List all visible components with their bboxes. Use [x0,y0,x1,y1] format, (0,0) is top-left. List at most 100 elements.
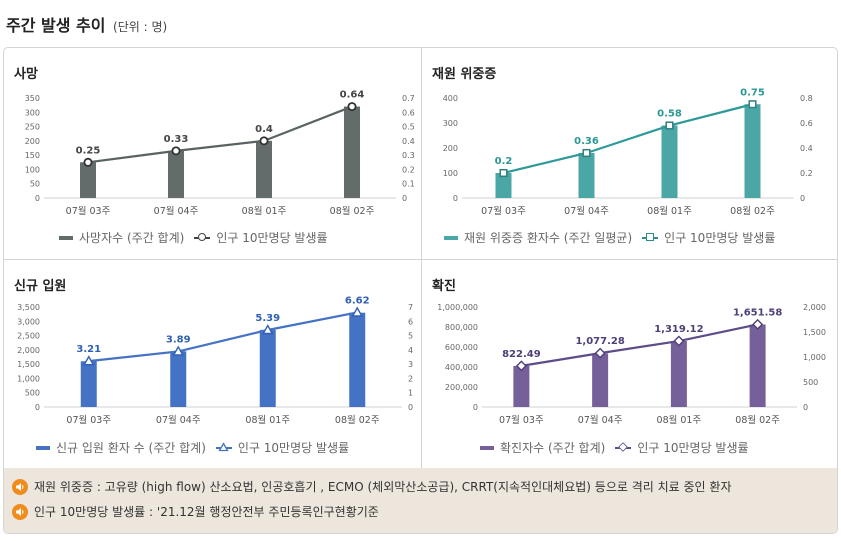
y-left-tick-label: 200 [443,144,458,153]
y-right-tick-label: 0.6 [800,119,813,128]
legend-bar-label: 사망자수 (주간 합계) [79,231,185,245]
data-label: 0.25 [76,145,101,156]
bar [670,341,687,407]
vertical-divider [421,48,422,468]
confirmed-chart-title: 확진 [432,279,456,294]
y-left-tick-label: 0 [473,403,478,412]
data-label: 0.2 [495,156,513,167]
bar [80,162,96,198]
data-label: 1,319.12 [654,324,703,335]
notes-box: 재원 위중증 : 고유량 (high flow) 산소요법, 인공호흡기 , E… [4,468,837,533]
y-left-tick-label: 1,500 [17,360,40,369]
rate-marker [171,146,181,156]
rate-marker [499,168,508,178]
bar [744,104,761,198]
legend-bar-label: 신규 입원 환자 수 (주간 합계) [56,441,206,455]
legend-bar-swatch [444,235,458,240]
y-left-tick-label: 600,000 [445,343,478,352]
death-chart-panel: 사망 0 50 100 150 200 250 300 350 0 0.1 0.2 0.3 0.4 0.5… [4,48,421,259]
rate-marker [83,355,95,366]
confirmed-chart-legend: 확진자수 (주간 합계) 인구 10만명당 발생률 [480,439,749,456]
note-rate-basis: 인구 10만명당 발생률 : '21.12월 행정안전부 주민등록인구현황기준 [12,503,379,520]
data-label: 0.36 [574,136,599,147]
bar [749,324,766,407]
unit-label: (단위 : 명) [113,20,168,34]
y-left-tick-label: 200 [25,137,40,146]
y-right-tick-label: 4 [408,346,413,355]
confirmed-chart: 0 200,000 400,000 600,000 800,000 1,000,000 0 5… [437,303,826,426]
y-left-tick-label: 1,000 [17,374,40,383]
legend-bar-swatch [480,445,494,450]
x-tick-label: 07월 04주 [578,414,623,426]
x-tick-label: 07월 03주 [66,414,111,426]
rate-line [87,105,353,164]
bar [170,351,187,407]
bar [259,329,276,407]
legend-bar-label: 확진자수 (주간 합계) [500,441,606,455]
x-tick-label: 08월 02주 [735,414,780,426]
legend-bar-swatch [36,445,50,450]
y-left-tick-label: 350 [25,94,40,103]
bar [168,150,184,198]
severe-chart: 0 100 200 300 400 0 0.2 0.4 0.6 0.8 07월 03주 07월 04주… [443,87,813,217]
y-left-tick-label: 300 [443,119,458,128]
y-right-tick-label: 0 [800,194,805,203]
y-right-tick-label: 0.4 [402,137,415,146]
y-right-tick-label: 0.7 [402,94,415,103]
legend-bar-swatch [59,235,73,240]
rate-marker [347,102,357,112]
y-right-tick-label: 0.8 [800,94,813,103]
data-label: 0.64 [340,90,365,101]
y-left-tick-label: 3,500 [17,303,40,312]
charts-container: 사망 0 50 100 150 200 250 300 350 0 0.1 0.2 0.3 0.4 0.5… [3,47,838,534]
note-text: 재원 위중증 : 고유량 (high flow) 산소요법, 인공호흡기 , E… [34,480,732,494]
y-left-tick-label: 0 [35,194,40,203]
x-tick-label: 07월 04주 [564,205,609,217]
bar [344,106,360,198]
y-left-tick-label: 300 [25,108,40,117]
bar [661,125,678,198]
rate-marker [673,335,685,347]
y-left-tick-label: 50 [30,180,40,189]
data-label: 1,651.58 [733,307,782,318]
severe-chart-panel: 재원 위중증 0 100 200 300 400 0 0.2 0.4 0.6 0.8 07월 03주… [422,48,837,259]
y-right-tick-label: 3 [408,360,413,369]
rate-line [503,103,753,175]
legend-line-swatch [642,232,659,243]
y-right-tick-label: 2,000 [803,303,826,312]
speaker-icon [12,503,28,520]
x-tick-label: 08월 01주 [657,414,702,426]
legend-line-label: 인구 10만명당 발생률 [637,441,749,455]
x-tick-label: 07월 04주 [156,414,201,426]
legend-line-swatch [194,232,211,243]
x-tick-label: 07월 03주 [66,205,111,217]
rate-marker [259,136,269,146]
y-left-tick-label: 800,000 [445,323,478,332]
y-right-tick-label: 0.6 [402,108,415,117]
x-tick-label: 08월 01주 [242,205,287,217]
y-right-tick-label: 0.2 [402,165,415,174]
rate-marker [752,318,764,330]
y-right-tick-label: 500 [803,378,818,387]
x-tick-label: 07월 03주 [499,414,544,426]
bar [513,366,530,407]
x-tick-label: 08월 02주 [335,414,380,426]
severe-chart-title: 재원 위중증 [432,67,497,82]
y-left-tick-label: 500 [25,389,40,398]
data-label: 0.33 [164,134,189,145]
y-right-tick-label: 0.5 [402,123,415,132]
y-right-tick-label: 1,500 [803,328,826,337]
data-label: 0.58 [657,109,682,120]
admission-chart-panel: 신규 입원 0 500 1,000 1,500 2,000 2,500 3,000 3,500… [4,260,421,468]
severe-chart-legend: 재원 위중증 환자수 (주간 일평균) 인구 10만명당 발생률 [444,229,775,246]
rate-marker [515,360,527,372]
x-tick-label: 08월 01주 [245,414,290,426]
y-left-tick-label: 100 [25,165,40,174]
y-right-tick-label: 0.1 [402,180,415,189]
y-right-tick-label: 5 [408,332,413,341]
x-tick-label: 08월 01주 [647,205,692,217]
note-severe-definition: 재원 위중증 : 고유량 (high flow) 산소요법, 인공호흡기 , E… [12,478,731,495]
y-right-tick-label: 1 [408,389,413,398]
data-label: 1,077.28 [575,336,624,347]
y-right-tick-label: 0.3 [402,151,415,160]
